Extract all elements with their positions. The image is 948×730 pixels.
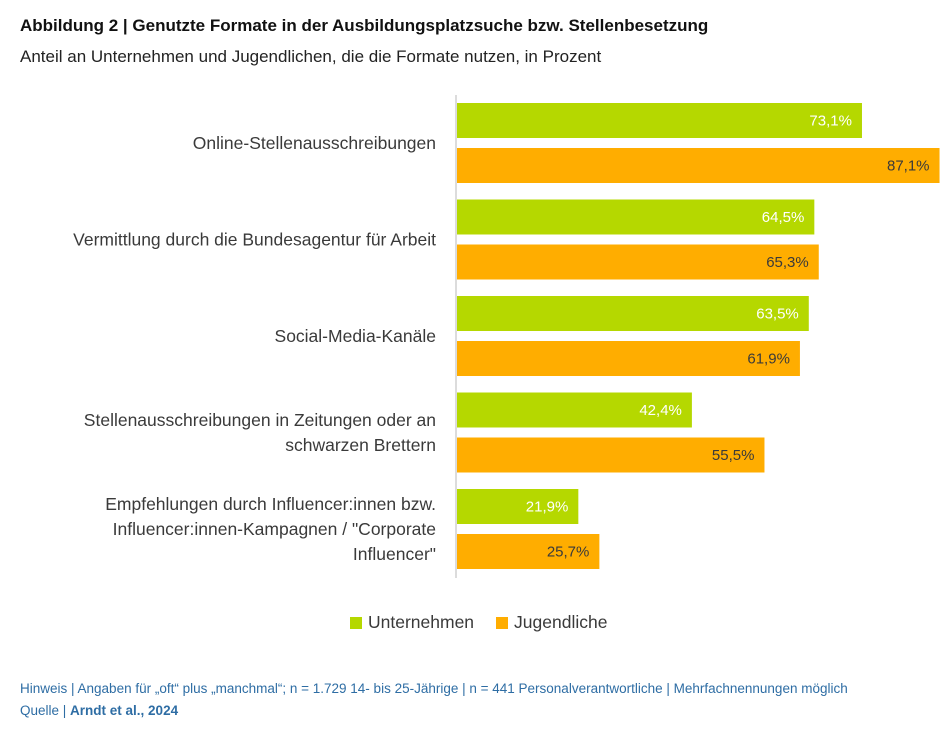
data-label: 55,5%	[712, 447, 755, 464]
source-line: Quelle | Arndt et al., 2024	[20, 703, 178, 718]
source-prefix: Quelle |	[20, 703, 71, 718]
category-label: Vermittlung durch die Bundesagentur für …	[73, 230, 436, 250]
bar-unternehmen	[457, 296, 809, 331]
chart-subtitle: Anteil an Unternehmen und Jugendlichen, …	[20, 47, 602, 66]
bar-unternehmen	[457, 489, 579, 524]
chart-title: Abbildung 2 | Genutzte Formate in der Au…	[20, 16, 709, 35]
data-label: 65,3%	[766, 254, 809, 271]
legend-label-jugendliche: Jugendliche	[514, 612, 608, 632]
data-label: 64,5%	[762, 209, 805, 226]
legend: Unternehmen Jugendliche	[350, 612, 607, 633]
bar-jugendliche	[457, 148, 940, 183]
bar-jugendliche	[457, 341, 800, 376]
legend-swatch-unternehmen	[350, 616, 362, 629]
category-label: Influencer:innen-Kampagnen / "Corporate	[113, 519, 436, 539]
legend-item-unternehmen: Unternehmen	[350, 612, 474, 633]
bar-jugendliche	[457, 244, 819, 280]
legend-swatch-jugendliche	[496, 616, 509, 629]
category-label: Social-Media-Kanäle	[275, 326, 436, 346]
category-label: schwarzen Brettern	[285, 435, 436, 455]
footnote: Hinweis | Angaben für „oft“ plus „manchm…	[20, 681, 848, 696]
data-label: 25,7%	[547, 544, 590, 561]
bar-unternehmen	[457, 103, 862, 138]
data-label: 87,1%	[887, 158, 930, 175]
category-label: Influencer"	[353, 544, 436, 564]
category-label: Online-Stellenausschreibungen	[193, 133, 436, 153]
data-label: 21,9%	[526, 499, 569, 516]
bar-unternehmen	[457, 199, 815, 235]
category-label: Empfehlungen durch Influencer:innen bzw.	[105, 494, 436, 514]
source-citation: Arndt et al., 2024	[70, 703, 179, 718]
data-label: 73,1%	[809, 113, 852, 130]
bar-jugendliche	[457, 437, 765, 473]
data-label: 63,5%	[756, 306, 799, 323]
bar-jugendliche	[457, 534, 600, 569]
bar-unternehmen	[457, 392, 692, 428]
bar-chart: Online-Stellenausschreibungen 73,1% 87,1% V…	[73, 95, 940, 578]
legend-item-jugendliche: Jugendliche	[496, 612, 607, 633]
data-label: 61,9%	[747, 351, 790, 368]
category-label: Stellenausschreibungen in Zeitungen oder…	[84, 410, 436, 430]
data-label: 42,4%	[639, 402, 682, 419]
legend-label-unternehmen: Unternehmen	[368, 612, 475, 632]
